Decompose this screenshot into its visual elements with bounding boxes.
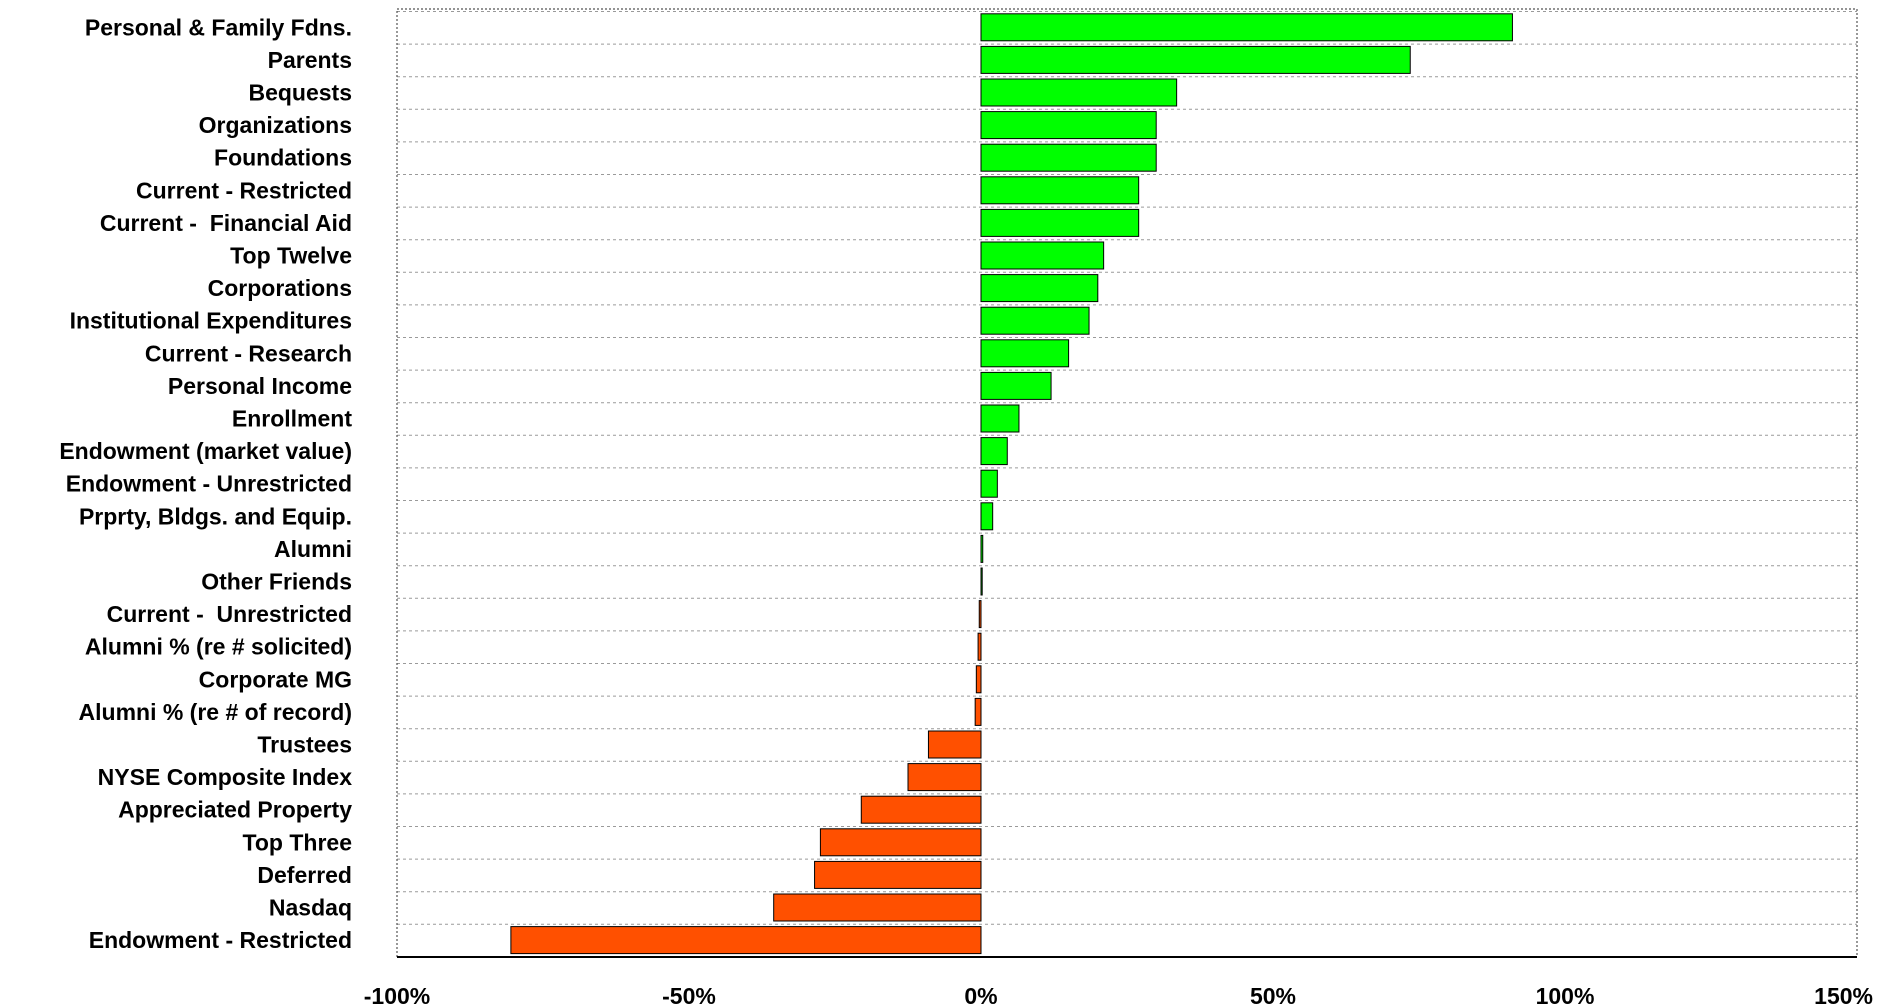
category-labels: Personal & Family Fdns. Parents Bequests Or…: [59, 14, 352, 953]
category-label: Foundations: [214, 145, 352, 171]
bar: [980, 208, 1140, 237]
x-tick-label: -100%: [364, 983, 430, 1008]
category-label: Current - Research: [145, 340, 352, 366]
bar: [773, 893, 982, 922]
bar: [980, 404, 1020, 433]
category-label: NYSE Composite Index: [98, 764, 353, 790]
category-label: Enrollment: [232, 406, 352, 432]
category-label: Nasdaq: [269, 895, 352, 921]
bar: [980, 567, 983, 596]
category-label: Personal Income: [168, 373, 352, 399]
category-label: Personal & Family Fdns.: [85, 14, 352, 40]
category-label: Parents: [268, 47, 352, 73]
bar: [980, 534, 984, 563]
bar: [980, 469, 998, 498]
category-label: Prprty, Bldgs. and Equip.: [79, 503, 352, 529]
x-tick-label: 0%: [964, 983, 997, 1008]
bar: [980, 502, 994, 531]
category-label: Current - Financial Aid: [100, 210, 352, 236]
category-label: Trustees: [257, 732, 352, 758]
category-label: Current - Restricted: [136, 177, 352, 203]
bar: [980, 274, 1099, 303]
bar: [510, 926, 982, 955]
bar: [907, 763, 982, 792]
x-tick-label: 100%: [1536, 983, 1595, 1008]
x-tick-label: -50%: [662, 983, 716, 1008]
category-label: Institutional Expenditures: [70, 308, 352, 334]
bar: [980, 176, 1140, 205]
bar: [980, 437, 1008, 466]
x-tick-label: 50%: [1250, 983, 1296, 1008]
bar: [975, 665, 982, 694]
bar: [980, 306, 1090, 335]
category-label: Endowment (market value): [59, 438, 352, 464]
category-label: Alumni % (re # solicited): [85, 634, 352, 660]
category-label: Corporate MG: [199, 666, 352, 692]
bars: [510, 13, 1513, 955]
x-tick-label: 150%: [1814, 983, 1873, 1008]
category-label: Alumni: [274, 536, 352, 562]
category-label: Alumni % (re # of record): [79, 699, 352, 725]
bar: [977, 632, 982, 661]
category-label: Current - Unrestricted: [107, 601, 352, 627]
category-label: Endowment - Restricted: [89, 927, 352, 953]
bar: [978, 600, 982, 629]
category-label: Endowment - Unrestricted: [66, 471, 352, 497]
bar: [980, 111, 1157, 140]
bar: [980, 78, 1178, 107]
bar: [980, 143, 1157, 172]
category-label: Appreciated Property: [118, 797, 352, 823]
bar: [927, 730, 982, 759]
category-label: Top Twelve: [230, 243, 352, 269]
category-label: Deferred: [257, 862, 352, 888]
category-label: Other Friends: [201, 569, 352, 595]
category-label: Corporations: [208, 275, 352, 301]
bar: [860, 795, 982, 824]
bar: [974, 697, 982, 726]
category-label: Bequests: [248, 80, 352, 106]
category-label: Top Three: [243, 829, 352, 855]
bar: [980, 339, 1070, 368]
bar: [980, 371, 1052, 400]
bar: [980, 45, 1411, 74]
bar: [980, 241, 1105, 270]
bar: [814, 860, 982, 889]
bar: [980, 13, 1513, 42]
category-label: Organizations: [199, 112, 352, 138]
bar: [819, 828, 982, 857]
x-tick-labels: -100% -50% 0% 50% 100% 150%: [364, 983, 1873, 1008]
